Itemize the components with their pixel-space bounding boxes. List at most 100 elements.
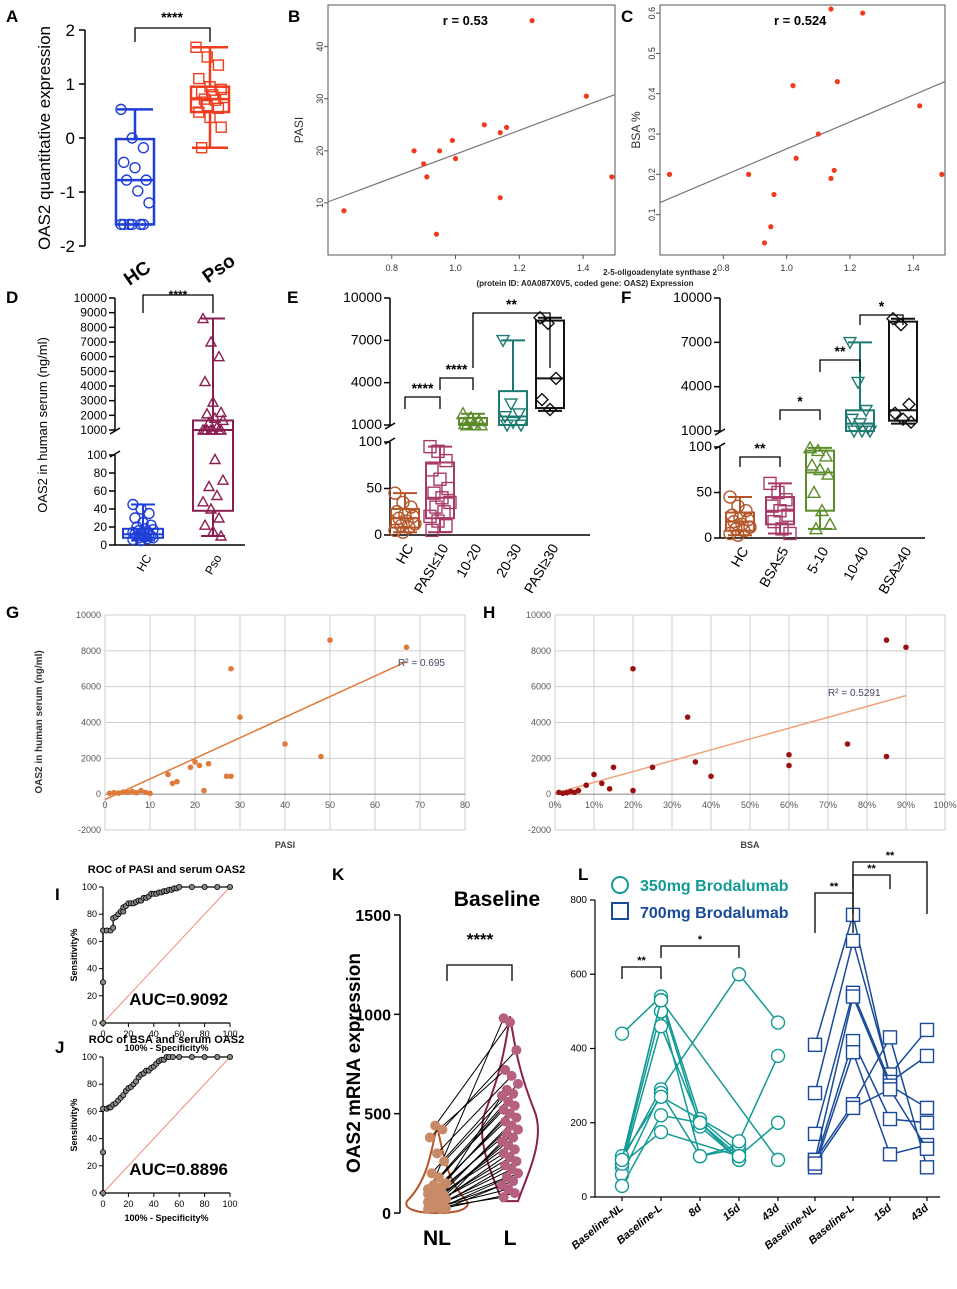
x-tick-label: 60	[174, 1029, 184, 1039]
data-point	[216, 473, 230, 485]
data-point	[212, 511, 226, 523]
k-point-l	[513, 1078, 523, 1089]
data-point	[425, 463, 439, 477]
roc-point	[176, 884, 183, 891]
reference-diagonal	[102, 1056, 231, 1194]
data-point	[499, 419, 515, 433]
l-series-line	[814, 1035, 928, 1168]
scatter-point	[411, 148, 417, 154]
a-point	[126, 218, 138, 231]
data-point	[433, 472, 447, 486]
k-point-l	[506, 1070, 517, 1081]
y-tick-label: 10000	[673, 289, 712, 305]
y-tick-label: 40	[87, 964, 97, 974]
data-point	[202, 416, 216, 428]
data-point	[459, 417, 475, 431]
scatter-point	[606, 785, 613, 792]
panel-label: C	[621, 7, 633, 26]
x-tick-label: HC	[134, 552, 155, 574]
auc-label: AUC=0.9092	[129, 990, 228, 1009]
scatter-point	[147, 790, 153, 797]
y-tick-label: 10000	[343, 289, 382, 305]
a-point	[137, 142, 150, 154]
k-y-axis-label: OAS2 mRNA expression	[344, 953, 365, 1173]
data-point	[439, 519, 453, 533]
data-point	[886, 311, 900, 326]
roc-point	[100, 1149, 107, 1156]
y-tick-label: 0	[374, 526, 382, 542]
a-point	[198, 93, 211, 105]
y-tick-label: 60	[87, 1106, 97, 1116]
k-point-l	[508, 1132, 519, 1143]
y-tick-label: 100	[87, 448, 107, 462]
a-x-tick-label: HC	[120, 257, 155, 290]
a-point	[137, 218, 150, 231]
y-tick-label: 600	[570, 969, 587, 980]
y-tick-label: 0.4	[647, 87, 657, 100]
data-point	[214, 423, 228, 435]
data-point	[214, 529, 228, 541]
data-point	[141, 533, 153, 545]
panel-label: L	[578, 865, 588, 884]
y-tick-label: 100	[359, 433, 383, 449]
x-tick-label: 10-20	[453, 541, 485, 580]
x-tick-label: 5-10	[804, 544, 832, 576]
l-series-line	[621, 995, 740, 1154]
l-legend-label-700: 700mg Brodalumab	[640, 905, 789, 922]
scatter-point	[684, 714, 691, 720]
a-point	[212, 102, 225, 115]
l-legend-marker-700	[611, 902, 629, 920]
r-squared-label: R² = 0.695	[398, 658, 445, 669]
scatter-point	[129, 788, 135, 795]
x-tick-label: 15d	[721, 1202, 743, 1224]
data-point	[894, 317, 908, 332]
a-point	[115, 218, 127, 231]
f-significance: **	[835, 343, 846, 359]
data-point	[133, 532, 145, 544]
scatter-point	[196, 762, 203, 769]
x-tick-label: 1.4	[907, 263, 920, 273]
l-sig-bracket	[621, 966, 662, 979]
x-tick-label: 50	[325, 800, 335, 810]
trend-line	[554, 694, 907, 794]
data-point	[763, 476, 777, 491]
data-point	[200, 407, 214, 419]
data-point	[495, 334, 511, 348]
scatter-point	[433, 231, 440, 237]
x-tick-label: 90%	[897, 800, 915, 810]
x-tick-label: BSA≥40	[875, 544, 915, 597]
panel-label: A	[6, 7, 18, 26]
data-point	[143, 507, 155, 520]
x-tick-label: 70	[415, 800, 425, 810]
l-point	[692, 1148, 708, 1164]
l-point	[770, 1048, 786, 1064]
x-tick-label: 60%	[780, 800, 798, 810]
roc-point	[226, 884, 233, 891]
f-sig-bracket	[819, 359, 861, 372]
data-point	[842, 336, 858, 350]
scatter-frame	[659, 4, 946, 256]
roc-title: ROC of PASI and serum OAS2	[88, 864, 246, 876]
roc-x-axis-label: 100% - Specificity%	[124, 1213, 208, 1223]
scatter-point	[165, 771, 171, 778]
scatter-point	[939, 171, 945, 177]
scatter-frame	[327, 4, 616, 256]
k-pair-line	[436, 1075, 512, 1154]
k-point-nl	[439, 1156, 450, 1167]
x-tick-label: 0	[102, 800, 107, 810]
e-sig-bracket	[439, 377, 474, 390]
x-tick-label: 80%	[858, 800, 876, 810]
data-point	[511, 408, 527, 422]
box	[192, 419, 234, 512]
k-x-tick-label: L	[504, 1227, 517, 1250]
l-point	[919, 1115, 935, 1130]
data-point	[904, 415, 918, 430]
x-tick-label: 60	[174, 1199, 184, 1209]
scatter-point	[630, 787, 636, 794]
scatter-point	[746, 171, 752, 177]
l-point	[882, 1111, 898, 1127]
x-tick-label: 1.0	[780, 263, 793, 273]
x-tick-label: Pso	[202, 552, 225, 577]
y-tick-label: 100	[689, 438, 713, 454]
scatter-point	[174, 778, 180, 785]
